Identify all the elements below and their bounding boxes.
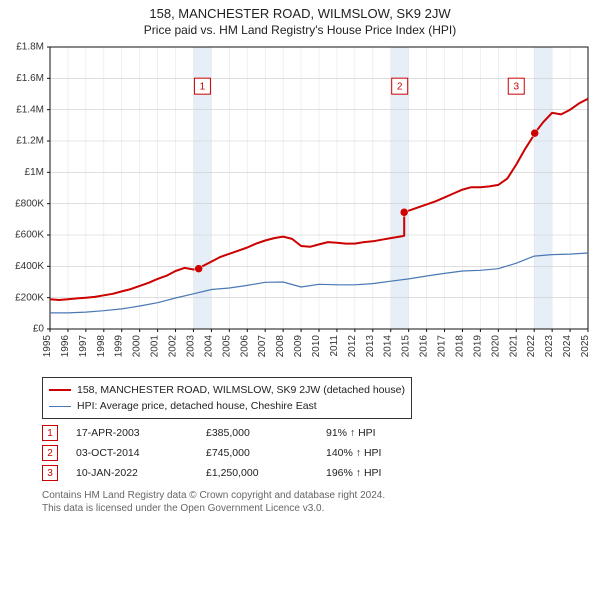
sales-date: 10-JAN-2022 — [76, 467, 206, 479]
plot-svg: £0 £200K £400K £600K £800K £1M £1.2M £1.4M £1.6M… — [4, 41, 596, 371]
svg-text:£1M: £1M — [25, 167, 44, 178]
legend-swatch — [49, 406, 71, 407]
svg-text:1997: 1997 — [78, 335, 89, 358]
svg-text:2016: 2016 — [419, 335, 430, 358]
sales-price: £1,250,000 — [206, 467, 326, 479]
svg-text:£200K: £200K — [15, 292, 44, 303]
svg-text:2014: 2014 — [383, 335, 394, 358]
footer: Contains HM Land Registry data © Crown c… — [42, 489, 590, 515]
sales-index-box: 2 — [42, 445, 58, 461]
sales-price: £745,000 — [206, 447, 326, 459]
svg-text:3: 3 — [513, 81, 519, 92]
svg-text:2003: 2003 — [185, 335, 196, 358]
legend: 158, MANCHESTER ROAD, WILMSLOW, SK9 2JW … — [42, 377, 412, 419]
footer-line1: Contains HM Land Registry data © Crown c… — [42, 489, 590, 502]
sales-hpi: 140% ↑ HPI — [326, 447, 446, 459]
svg-text:2011: 2011 — [329, 335, 340, 357]
svg-text:1996: 1996 — [60, 335, 71, 358]
footer-line2: This data is licensed under the Open Gov… — [42, 502, 590, 515]
svg-text:£400K: £400K — [15, 261, 44, 272]
sales-row: 3 10-JAN-2022£1,250,000196% ↑ HPI — [42, 463, 590, 483]
sales-index-box: 1 — [42, 425, 58, 441]
svg-text:2021: 2021 — [508, 335, 519, 358]
sales-date: 17-APR-2003 — [76, 427, 206, 439]
svg-text:£1.8M: £1.8M — [16, 42, 44, 53]
legend-row: 158, MANCHESTER ROAD, WILMSLOW, SK9 2JW … — [49, 382, 405, 398]
chart-subtitle: Price paid vs. HM Land Registry's House … — [4, 23, 596, 37]
sales-price: £385,000 — [206, 427, 326, 439]
svg-text:2006: 2006 — [239, 335, 250, 358]
svg-text:2009: 2009 — [293, 335, 304, 358]
svg-text:1995: 1995 — [42, 335, 53, 358]
svg-text:2008: 2008 — [275, 335, 286, 358]
svg-text:2025: 2025 — [580, 335, 591, 358]
legend-row: HPI: Average price, detached house, Ches… — [49, 398, 405, 414]
sales-row: 1 17-APR-2003£385,00091% ↑ HPI — [42, 423, 590, 443]
svg-text:2002: 2002 — [168, 335, 179, 358]
svg-text:2000: 2000 — [132, 335, 143, 358]
svg-text:£0: £0 — [33, 324, 45, 335]
svg-text:2019: 2019 — [472, 335, 483, 358]
svg-text:2012: 2012 — [347, 335, 358, 358]
svg-text:2020: 2020 — [490, 335, 501, 358]
svg-text:2023: 2023 — [544, 335, 555, 358]
svg-text:2: 2 — [397, 81, 403, 92]
svg-text:2015: 2015 — [401, 335, 412, 358]
svg-text:2017: 2017 — [437, 335, 448, 358]
sales-hpi: 91% ↑ HPI — [326, 427, 446, 439]
svg-text:2013: 2013 — [365, 335, 376, 358]
sales-table: 1 17-APR-2003£385,00091% ↑ HPI 2 03-OCT-201… — [42, 423, 590, 483]
sales-row: 2 03-OCT-2014£745,000140% ↑ HPI — [42, 443, 590, 463]
svg-text:£1.4M: £1.4M — [16, 104, 44, 115]
svg-text:£1.2M: £1.2M — [16, 136, 44, 147]
svg-text:£600K: £600K — [15, 230, 44, 241]
svg-text:2005: 2005 — [221, 335, 232, 358]
svg-text:2007: 2007 — [257, 335, 268, 358]
svg-text:1998: 1998 — [96, 335, 107, 358]
plot-area: £0 £200K £400K £600K £800K £1M £1.2M £1.4M £1.6M… — [4, 41, 596, 371]
legend-swatch — [49, 389, 71, 391]
legend-label: HPI: Average price, detached house, Ches… — [77, 398, 317, 414]
svg-text:2001: 2001 — [150, 335, 161, 358]
svg-text:1: 1 — [200, 81, 206, 92]
svg-text:2022: 2022 — [526, 335, 537, 358]
svg-text:£1.6M: £1.6M — [16, 73, 44, 84]
chart-container: 158, MANCHESTER ROAD, WILMSLOW, SK9 2JW … — [0, 0, 600, 525]
svg-text:2010: 2010 — [311, 335, 322, 358]
sales-hpi: 196% ↑ HPI — [326, 467, 446, 479]
sales-date: 03-OCT-2014 — [76, 447, 206, 459]
legend-label: 158, MANCHESTER ROAD, WILMSLOW, SK9 2JW … — [77, 382, 405, 398]
sales-index-box: 3 — [42, 465, 58, 481]
svg-text:2018: 2018 — [454, 335, 465, 358]
svg-text:£800K: £800K — [15, 198, 44, 209]
svg-text:1999: 1999 — [114, 335, 125, 358]
svg-text:2004: 2004 — [203, 335, 214, 358]
chart-title: 158, MANCHESTER ROAD, WILMSLOW, SK9 2JW — [4, 6, 596, 21]
svg-text:2024: 2024 — [562, 335, 573, 358]
